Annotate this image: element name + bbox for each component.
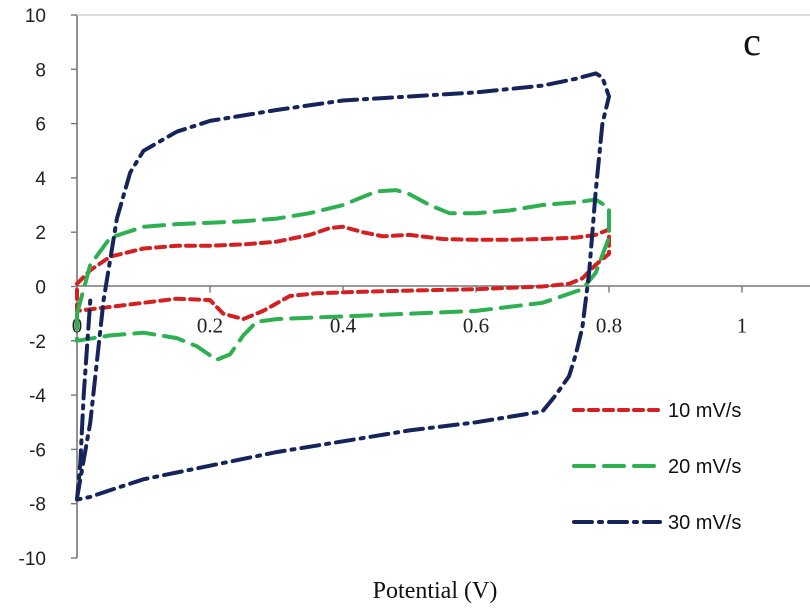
x-tick-label: 0.8 bbox=[596, 314, 622, 338]
y-tick-label: 4 bbox=[35, 169, 46, 190]
series-layer bbox=[75, 71, 611, 502]
y-tick-label: -8 bbox=[29, 495, 46, 516]
x-tick-label: 0.2 bbox=[197, 314, 223, 338]
x-tick-label: 1 bbox=[737, 314, 748, 338]
x-ticks: 0 0.2 0.4 0.6 0.8 1 bbox=[72, 286, 748, 338]
panel-label: c bbox=[743, 19, 761, 64]
x-tick-label: 0.6 bbox=[463, 314, 489, 338]
y-tick-label: 6 bbox=[35, 115, 46, 136]
legend-label: 10 mV/s bbox=[668, 400, 741, 422]
y-tick-label: -10 bbox=[19, 549, 46, 570]
y-tick-label: -6 bbox=[29, 440, 46, 461]
series-line-10-mv-s bbox=[75, 224, 611, 322]
legend-label: 30 mV/s bbox=[668, 512, 741, 534]
legend: 10 mV/s 20 mV/s 30 mV/s bbox=[572, 400, 741, 534]
series-line-20-mv-s bbox=[75, 188, 611, 362]
y-tick-label: 2 bbox=[35, 223, 46, 244]
y-tick-label: -4 bbox=[29, 386, 46, 407]
y-tick-label: 10 bbox=[25, 6, 46, 27]
y-tick-label: 0 bbox=[35, 278, 46, 299]
y-tick-label: -2 bbox=[29, 332, 46, 353]
y-tick-label: 8 bbox=[35, 60, 46, 81]
legend-label: 20 mV/s bbox=[668, 456, 741, 478]
series-line-30-mv-s bbox=[75, 71, 611, 502]
y-ticks: -10 -8 -6 -4 -2 0 2 4 6 8 10 bbox=[19, 6, 77, 570]
x-axis-title: Potential (V) bbox=[373, 578, 498, 604]
